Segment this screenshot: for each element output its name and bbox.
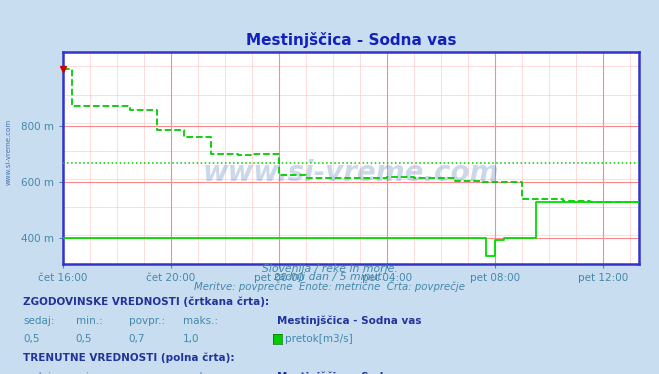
- Text: 0,5: 0,5: [76, 334, 92, 344]
- Text: sedaj:: sedaj:: [23, 372, 55, 374]
- Text: pretok[m3/s]: pretok[m3/s]: [285, 334, 353, 344]
- Text: TRENUTNE VREDNOSTI (polna črta):: TRENUTNE VREDNOSTI (polna črta):: [23, 352, 235, 363]
- Text: www.si-vreme.com: www.si-vreme.com: [203, 159, 499, 187]
- Text: min.:: min.:: [76, 372, 103, 374]
- Title: Mestinjščica - Sodna vas: Mestinjščica - Sodna vas: [246, 33, 456, 48]
- Text: www.si-vreme.com: www.si-vreme.com: [5, 119, 12, 184]
- Text: sedaj:: sedaj:: [23, 316, 55, 325]
- Text: maks.:: maks.:: [183, 316, 218, 325]
- Text: Mestinjščica - Sodna vas: Mestinjščica - Sodna vas: [277, 371, 421, 374]
- Text: povpr.:: povpr.:: [129, 316, 165, 325]
- Text: ZGODOVINSKE VREDNOSTI (črtkana črta):: ZGODOVINSKE VREDNOSTI (črtkana črta):: [23, 296, 269, 307]
- Text: 1,0: 1,0: [183, 334, 200, 344]
- Text: povpr.:: povpr.:: [129, 372, 165, 374]
- Text: Mestinjščica - Sodna vas: Mestinjščica - Sodna vas: [277, 315, 421, 325]
- Text: min.:: min.:: [76, 316, 103, 325]
- Text: Meritve: povprečne  Enote: metrične  Črta: povprečje: Meritve: povprečne Enote: metrične Črta:…: [194, 280, 465, 292]
- Text: 0,7: 0,7: [129, 334, 145, 344]
- Text: maks.:: maks.:: [183, 372, 218, 374]
- Text: zadnji dan / 5 minut.: zadnji dan / 5 minut.: [273, 273, 386, 282]
- Text: Slovenija / reke in morje.: Slovenija / reke in morje.: [262, 264, 397, 274]
- Text: 0,5: 0,5: [23, 334, 40, 344]
